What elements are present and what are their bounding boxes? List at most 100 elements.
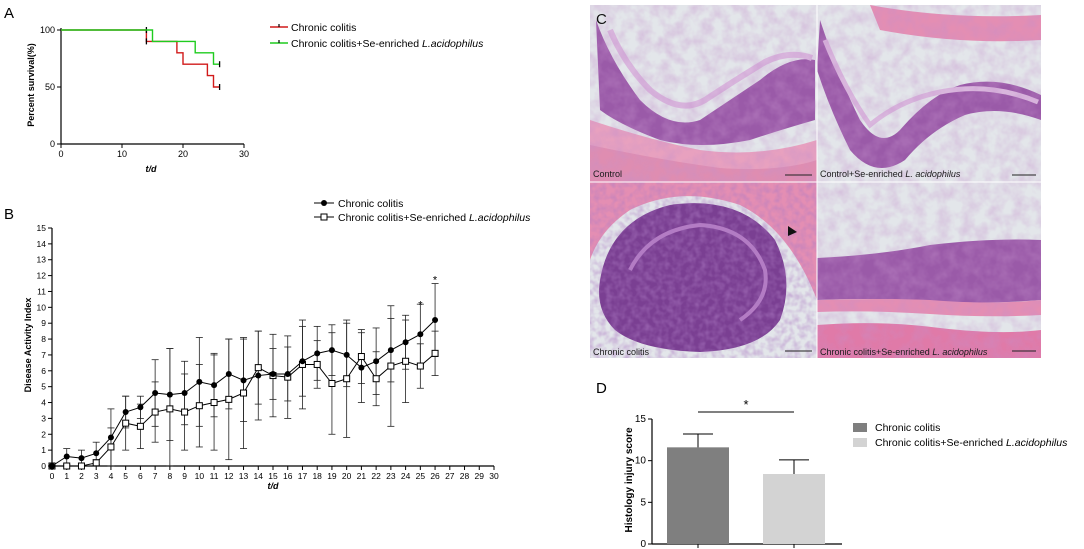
dai-point-treated [107,443,115,451]
dai-point-colitis [417,331,424,338]
dai-point-colitis [78,455,85,462]
dai-significance-star: * [433,274,438,286]
dai-x-tick-label: 11 [210,471,219,481]
dai-point-treated [387,362,395,370]
dai-y-tick-label: 14 [37,239,47,249]
dai-y-tick-label: 7 [41,350,46,360]
dai-x-tick-label: 29 [475,471,485,481]
dai-point-treated [210,399,218,407]
dai-point-treated [254,364,262,372]
histology-bars [667,411,825,544]
dai-x-tick-label: 3 [94,471,99,481]
survival-y-axis-title: Percent survival(%) [26,43,36,127]
survival-legend-label-colitis: Chronic colitis [291,22,356,34]
dai-point-colitis [358,364,365,371]
survival-y-tick-label: 0 [50,139,55,149]
dai-x-tick-label: 15 [268,471,278,481]
dai-point-treated [92,459,100,467]
dai-x-tick-label: 4 [109,471,114,481]
dai-x-tick-label: 24 [401,471,411,481]
dai-x-tick-label: 9 [182,471,187,481]
dai-point-colitis [387,347,394,354]
panel-letter-c: C [596,11,607,28]
dai-point-colitis [328,347,335,354]
dai-chart: 0 1 2 3 4 5 6 7 8 9 10 11 12 13 14 15 16 17 18 19 20 21 22 23 24… [23,198,531,491]
dai-y-axis-title: Disease Activity Index [23,298,33,393]
dai-legend-label-treated: Chronic colitis+Se-enriched L.acidophilu… [338,212,531,224]
dai-y-tick-label: 2 [41,429,46,439]
panel-letter-d: D [596,380,607,397]
survival-curves [61,27,221,90]
species-name-italic: L.acidophilus [469,212,531,224]
micrograph-label-colitis-se: Chronic colitis+Se-enriched L. acidophil… [820,347,988,357]
dai-legend-marker-colitis [321,200,327,206]
dai-point-colitis [225,370,232,377]
dai-y-tick-label: 10 [37,302,47,312]
dai-x-tick-label: 17 [298,471,308,481]
dai-x-tick-label: 27 [445,471,455,481]
histology-legend: Chronic colitis Chronic colitis+Se-enric… [853,422,1068,449]
micrograph-colitis [590,182,817,358]
dai-point-treated [328,379,336,387]
histology-significance-star: * [743,397,748,412]
dai-point-treated [63,462,71,470]
survival-legend-label-treated: Chronic colitis+Se-enriched L.acidophilu… [291,38,484,50]
micrograph-colitis-se [817,182,1041,358]
dai-point-colitis [432,317,439,324]
survival-y-tick-label: 100 [40,25,55,35]
dai-legend-label-colitis: Chronic colitis [338,198,403,210]
dai-y-tick-label: 1 [41,445,46,455]
dai-point-colitis [122,409,129,416]
survival-legend-label-treated-text: Chronic colitis+Se-enriched [291,38,422,50]
survival-x-tick-label: 10 [117,149,127,159]
micrograph-label-colitis-se-text: Chronic colitis+Se-enriched [820,347,932,357]
dai-y-tick-label: 3 [41,413,46,423]
dai-legend: Chronic colitis Chronic colitis+Se-enric… [314,198,531,224]
dai-x-tick-label: 20 [342,471,352,481]
dai-y-tick-label: 5 [41,382,46,392]
dai-series [48,283,439,470]
dai-point-colitis [314,350,321,357]
dai-point-treated [77,462,85,470]
survival-axes: 0 10 20 30 0 50 100 [40,25,249,159]
dai-point-colitis [49,463,55,469]
histology-y-tick-label: 5 [640,497,646,508]
survival-x-tick-label: 0 [58,149,63,159]
dai-x-tick-label: 10 [195,471,205,481]
survival-x-axis-title: t/d [146,164,157,174]
micrograph-label-control-se-text: Control+Se-enriched [820,169,905,179]
species-name-italic: L.acidophilus [422,38,484,50]
survival-x-tick-label: 30 [239,149,249,159]
dai-y-tick-label: 11 [37,286,46,296]
dai-x-tick-label: 0 [50,471,55,481]
dai-x-axis-title: t/d [268,481,279,491]
histology-bar-colitis [667,447,729,544]
dai-x-tick-label: 21 [357,471,367,481]
dai-x-tick-label: 28 [460,471,470,481]
dai-point-colitis [63,453,70,460]
dai-legend-label-treated-text: Chronic colitis+Se-enriched [338,212,469,224]
dai-point-colitis [166,391,173,398]
survival-chart: 0 10 20 30 0 50 100 Percent survival(%) t/d Ch… [26,22,484,174]
dai-axes: 0 1 2 3 4 5 6 7 8 9 10 11 12 13 14 15 16 17 18 19 20 21 22 23 24… [37,223,499,481]
dai-x-tick-label: 7 [153,471,158,481]
histology-legend-swatch-colitis [853,423,867,432]
panel-letter-a: A [4,5,14,22]
survival-y-tick-label: 50 [45,82,55,92]
dai-point-treated [343,375,351,383]
species-name-italic: L. acidophilus [932,347,988,357]
dai-x-tick-label: 30 [489,471,499,481]
dai-y-tick-label: 12 [37,271,47,281]
dai-point-colitis [196,378,203,385]
histology-y-tick-label: 10 [635,456,647,467]
dai-y-tick-label: 4 [41,398,46,408]
dai-x-tick-label: 2 [79,471,84,481]
histology-y-tick-label: 15 [635,414,647,425]
dai-x-tick-label: 5 [123,471,128,481]
dai-point-treated [151,408,159,416]
dai-x-tick-label: 18 [312,471,322,481]
histology-y-tick-label: 0 [640,539,646,549]
dai-y-tick-label: 9 [41,318,46,328]
dai-point-colitis [93,450,100,457]
